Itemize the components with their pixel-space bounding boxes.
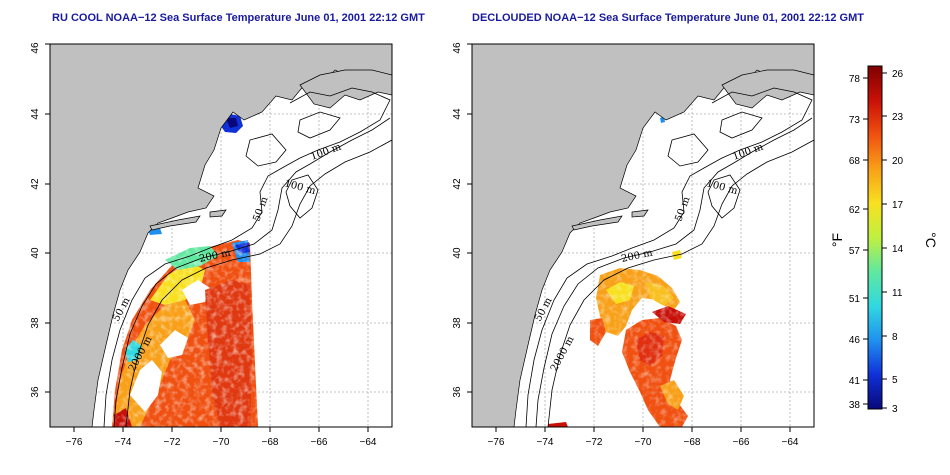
fahrenheit-unit-label: °F (829, 233, 845, 247)
left-lat-axis (45, 43, 50, 393)
lon-tick-label: −66 (733, 437, 750, 448)
lat-tick-label: 46 (30, 42, 41, 54)
celsius-tick-label: 23 (892, 112, 904, 123)
lat-tick-label: 38 (452, 317, 463, 329)
right-panel-title: DECLOUDED NOAA−12 Sea Surface Temperatur… (472, 12, 864, 24)
fahrenheit-tick-label: 41 (849, 376, 861, 387)
lat-tick-label: 44 (452, 108, 463, 120)
celsius-tick-label: 3 (892, 404, 898, 415)
lat-tick-label: 42 (452, 178, 463, 190)
colorbar-gradient (867, 65, 883, 410)
celsius-unit-label: °C (923, 232, 939, 248)
lon-tick-label: −70 (635, 437, 652, 448)
fahrenheit-tick-label: 46 (849, 335, 861, 346)
lat-tick-label: 44 (30, 108, 41, 120)
fahrenheit-tick-label: 68 (849, 156, 861, 167)
celsius-tick-label: 5 (892, 375, 898, 386)
right-map-panel: 100 m 100 m 50 m 200 m 50 m 2000 m −76 −… (452, 42, 815, 448)
fahrenheit-tick-label: 78 (849, 74, 861, 85)
right-sst-data (548, 116, 690, 427)
lon-tick-label: −70 (213, 437, 230, 448)
lon-tick-label: −64 (360, 437, 377, 448)
temperature-colorbar: 78 73 68 62 57 51 46 41 38 26 23 20 17 1… (829, 65, 939, 415)
lon-tick-label: −68 (684, 437, 701, 448)
lon-tick-label: −76 (488, 437, 505, 448)
fahrenheit-tick-label: 38 (849, 400, 861, 411)
lat-tick-label: 42 (30, 178, 41, 190)
celsius-tick-label: 8 (892, 332, 898, 343)
fahrenheit-tick-label: 51 (849, 294, 861, 305)
lon-tick-label: −72 (164, 437, 181, 448)
lat-tick-label: 36 (452, 386, 463, 398)
lon-tick-label: −72 (586, 437, 603, 448)
left-land (50, 44, 392, 427)
fahrenheit-tick-label: 73 (849, 115, 861, 126)
lon-tick-label: −64 (782, 437, 799, 448)
celsius-tick-label: 26 (892, 69, 904, 80)
lat-tick-label: 40 (452, 247, 463, 259)
lat-tick-label: 40 (30, 247, 41, 259)
right-bathymetry-contours (525, 87, 814, 427)
lat-tick-label: 36 (30, 386, 41, 398)
right-lat-axis (467, 43, 472, 393)
celsius-tick-label: 14 (892, 244, 904, 255)
left-bathymetry-contours (103, 87, 392, 427)
fahrenheit-tick-label: 62 (849, 205, 861, 216)
lon-tick-label: −74 (115, 437, 132, 448)
lon-tick-label: −66 (311, 437, 328, 448)
left-lon-axis (73, 427, 369, 432)
lon-tick-label: −68 (262, 437, 279, 448)
left-map-panel: 100 m 100 m 50 m 200 m 50 m 2000 m −76 −… (30, 42, 393, 448)
celsius-tick-label: 11 (892, 288, 903, 299)
right-land (472, 44, 814, 427)
right-lon-axis (495, 427, 791, 432)
celsius-tick-label: 20 (892, 156, 904, 167)
left-panel-title: RU COOL NOAA−12 Sea Surface Temperature … (52, 12, 425, 24)
lon-tick-label: −76 (66, 437, 83, 448)
celsius-tick-label: 17 (892, 200, 904, 211)
lon-tick-label: −74 (537, 437, 554, 448)
lat-tick-label: 38 (30, 317, 41, 329)
lat-tick-label: 46 (452, 42, 463, 54)
fahrenheit-tick-label: 57 (849, 246, 861, 257)
